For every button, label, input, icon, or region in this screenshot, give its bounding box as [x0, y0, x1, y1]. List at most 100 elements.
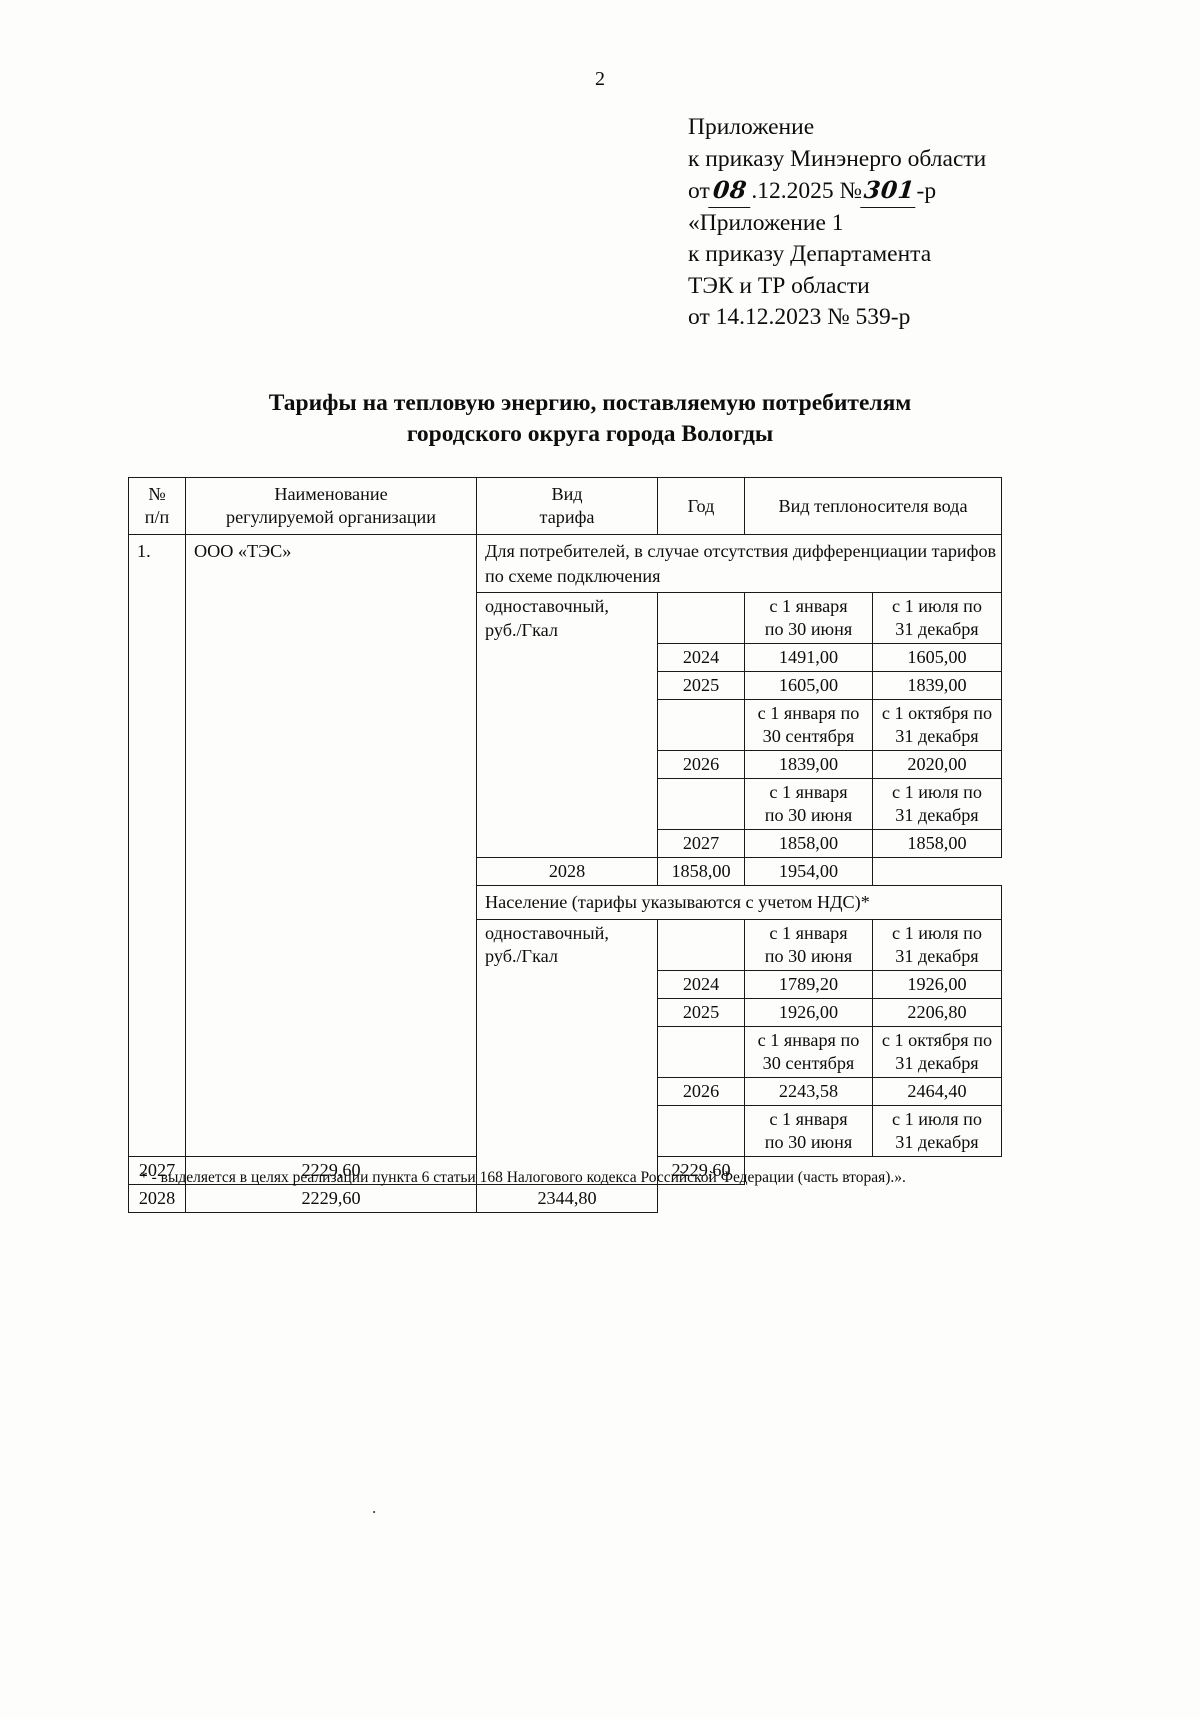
addressee-line-6: от 14.12.2023 № 539-р: [688, 304, 911, 330]
tariff-kind-line-1: одноставочный,: [485, 596, 609, 616]
bottom-page-mark: .: [372, 1498, 377, 1517]
tariff-kind-line-2: руб./Гкал: [485, 946, 558, 966]
period-line-1: с 1 июля по: [892, 1108, 982, 1129]
cell-period-2: с 1 июля по 31 декабря: [871, 778, 1003, 830]
handwritten-order-number: 301: [860, 175, 919, 208]
table-row: 2028 2229,60 2344,80: [128, 1183, 1002, 1213]
cell-value-period-2: 2229,60: [657, 1155, 745, 1185]
table-row: 2027 2229,60 2229,60: [128, 1155, 1002, 1185]
table-body: 1. ООО «ТЭС» Для потребителей, в случае …: [128, 534, 1003, 1213]
period-line-1: с 1 января по: [757, 703, 860, 723]
period-line-1: с 1 января: [769, 1108, 848, 1129]
order-prefix: от: [688, 178, 710, 204]
section-caption-consumers: Для потребителей, в случае отсутствия ди…: [476, 534, 1002, 593]
cell-year-empty: [657, 778, 745, 830]
period-line-1: с 1 января: [769, 782, 848, 802]
cell-year: 2024: [657, 969, 745, 999]
period-line-2: 30 сентября: [762, 1052, 855, 1073]
cell-year-empty: [657, 918, 745, 971]
cell-year: 2026: [657, 750, 745, 779]
cell-value-period-1: 1858,00: [744, 829, 873, 858]
cell-tariff-kind-consumers: одноставочный, руб./Гкал: [476, 592, 658, 858]
addressee-line-1: Приложение: [688, 114, 815, 140]
period-line-1: с 1 января: [769, 922, 848, 943]
cell-value-period-1: 2229,60: [185, 1183, 477, 1213]
period-line-2: по 30 июня: [764, 1131, 853, 1152]
header-organization-line-1: Наименование: [274, 484, 388, 504]
period-line-2: 31 декабря: [895, 1131, 979, 1152]
table-head: № п/п Наименование регулируемой организа…: [128, 477, 1002, 535]
header-coolant-type: Вид теплоносителя вода: [744, 477, 1002, 535]
cell-period-1: с 1 января по 30 сентября: [744, 1025, 873, 1078]
addressee-order-line: от08.12.2025 №301-р: [688, 175, 1148, 208]
cell-year: 2024: [657, 643, 745, 672]
period-line-2: 31 декабря: [895, 805, 979, 825]
period-line-1: с 1 июля по: [892, 596, 982, 616]
period-line-2: 31 декабря: [895, 619, 979, 639]
cell-value-period-2: 1858,00: [871, 829, 1003, 858]
cell-period-1: с 1 января по 30 июня: [744, 778, 873, 830]
period-line-1: с 1 июля по: [892, 782, 982, 802]
addressee-line-4: к приказу Департамента: [688, 241, 932, 267]
cell-year-empty: [657, 699, 745, 751]
cell-tariff-kind-population: одноставочный, руб./Гкал: [476, 918, 658, 1185]
header-index-line-2: п/п: [144, 507, 170, 527]
footnote: * - выделяется в целях реализации пункта…: [140, 1169, 906, 1186]
period-line-1: с 1 июля по: [892, 922, 982, 943]
cell-value-period-2: 2464,40: [871, 1076, 1003, 1106]
table-header-row: № п/п Наименование регулируемой организа…: [128, 477, 1002, 535]
cell-year: 2025: [657, 997, 745, 1027]
header-index: № п/п: [128, 477, 186, 535]
document-title-line-1: Тарифы на тепловую энергию, поставляемую…: [268, 390, 912, 416]
cell-value-period-1: 1789,20: [744, 969, 873, 999]
period-line-2: по 30 июня: [764, 945, 853, 966]
table-row: 2027 1858,00 1858,00: [129, 829, 1003, 858]
document-title-line-2: городского округа города Вологды: [406, 421, 774, 447]
addressee-line-2: к приказу Минэнерго области: [688, 145, 987, 172]
cell-value-period-1: 2229,60: [185, 1155, 477, 1185]
cell-value-period-1: 1605,00: [744, 671, 873, 700]
cell-year: 2025: [657, 671, 745, 700]
handwritten-day: 08: [708, 175, 754, 208]
period-line-2: 31 декабря: [895, 1052, 979, 1073]
cell-period-2: с 1 октября по 31 декабря: [871, 699, 1003, 751]
period-line-1: с 1 октября по: [881, 1029, 993, 1050]
table-row: 2026 2243,58 2464,40: [129, 1076, 1003, 1106]
table-row: одноставочный, руб./Гкал с 1 января по 3…: [129, 918, 1003, 1185]
cell-year-empty: [657, 592, 745, 644]
period-line-1: с 1 октября по: [881, 703, 993, 723]
table-row: с 1 января по 30 июня с 1 июля по 31 дек…: [129, 1104, 1003, 1157]
period-line-1: с 1 января по: [757, 1029, 860, 1050]
cell-period-2: с 1 июля по 31 декабря: [871, 1104, 1003, 1157]
cell-value-period-1: 1926,00: [744, 997, 873, 1027]
cell-period-1: с 1 января по 30 сентября: [744, 699, 873, 751]
table-row: 2024 1491,00 1605,00: [129, 643, 1003, 672]
cell-value-period-1: 1491,00: [744, 643, 873, 672]
header-index-line-1: №: [148, 484, 166, 504]
header-tariff-kind-line-2: тарифа: [539, 507, 595, 527]
cell-period-2: с 1 июля по 31 декабря: [871, 592, 1003, 644]
cell-year: 2027: [657, 829, 745, 858]
cell-value-period-1: 2243,58: [744, 1076, 873, 1106]
page-number: 2: [595, 68, 605, 90]
tariff-table: № п/п Наименование регулируемой организа…: [128, 477, 1003, 1213]
period-line-2: по 30 июня: [764, 619, 853, 639]
table-row: одноставочный, руб./Гкал с 1 января по 3…: [129, 592, 1003, 858]
cell-year: 2028: [476, 857, 658, 886]
addressee-line-5: ТЭК и ТР области: [688, 272, 870, 299]
table-row: с 1 января по 30 июня с 1 июля по 31 дек…: [129, 778, 1003, 830]
period-line-2: 31 декабря: [895, 726, 979, 746]
order-middle: .12.2025 №: [751, 178, 862, 204]
cell-value-period-2: 2344,80: [476, 1183, 658, 1213]
header-year: Год: [657, 477, 745, 535]
header-tariff-kind: Вид тарифа: [476, 477, 658, 535]
cell-value-period-2: 2206,80: [871, 997, 1003, 1027]
table-row: 1. ООО «ТЭС» Для потребителей, в случае …: [128, 534, 1002, 1157]
addressee-line-3: «Приложение 1: [688, 209, 844, 236]
document-title: Тарифы на тепловую энергию, поставляемую…: [140, 388, 1040, 450]
table-row: 2024 1789,20 1926,00: [129, 969, 1003, 999]
header-organization-line-2: регулируемой организации: [225, 507, 437, 527]
cell-year: 2026: [657, 1076, 745, 1106]
table-row: Население (тарифы указываются с учетом Н…: [129, 885, 1002, 920]
